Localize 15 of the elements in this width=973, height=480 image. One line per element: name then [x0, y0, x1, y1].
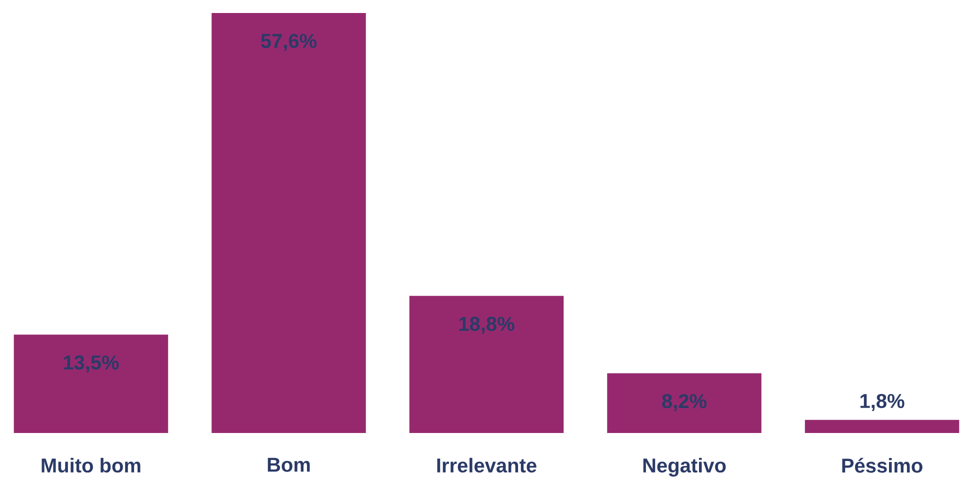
data-label: 57,6% [260, 34, 317, 51]
x-tick-label: Negativo [643, 458, 726, 477]
bar [804, 420, 960, 433]
bar [14, 334, 168, 433]
data-label: 8,2% [662, 394, 707, 412]
x-tick-label: Péssimo [842, 458, 922, 473]
data-label: 18,8% [459, 316, 514, 334]
x-tick-label: Bom [268, 458, 310, 472]
bar [409, 296, 564, 433]
bar [607, 373, 762, 433]
x-tick-label: Muito bom [42, 458, 140, 473]
data-label: 13,5% [64, 355, 119, 372]
data-label: 1,8% [860, 394, 904, 412]
bar [212, 12, 366, 433]
x-tick-label: Irrelevante [437, 458, 536, 473]
